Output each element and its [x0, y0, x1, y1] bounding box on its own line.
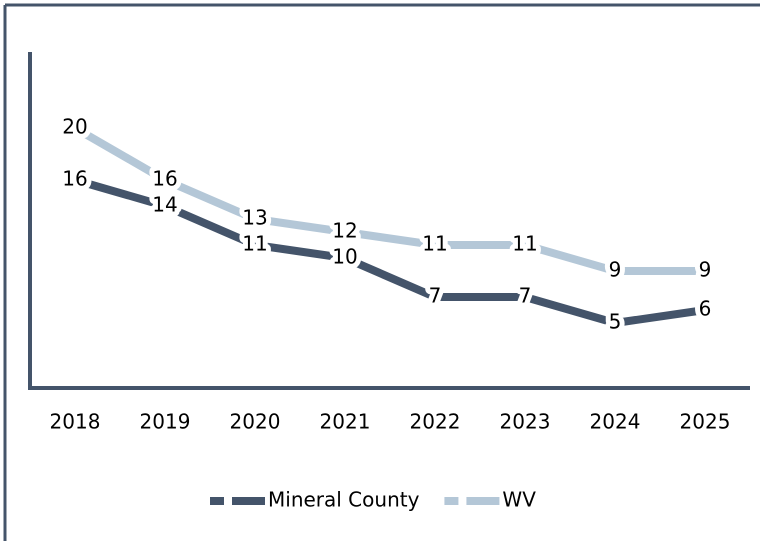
x-tick-label: 2019	[140, 410, 191, 434]
series-line	[72, 124, 705, 275]
x-tick-label: 2021	[320, 410, 371, 434]
data-label: 16	[152, 167, 177, 191]
x-tick-label: 2018	[50, 410, 101, 434]
data-label: 14	[152, 193, 177, 217]
x-tick-label: 2020	[230, 410, 281, 434]
x-tick-label: 2025	[680, 410, 731, 434]
data-label: 11	[512, 232, 537, 256]
series-line	[73, 176, 706, 328]
data-label: 9	[699, 258, 712, 282]
data-label: 7	[429, 284, 442, 308]
data-label: 11	[422, 232, 447, 256]
data-label: 10	[332, 245, 357, 269]
data-label: 12	[332, 219, 357, 243]
data-label: 5	[609, 310, 622, 334]
legend-label: WV	[502, 488, 536, 512]
data-label: 9	[609, 258, 622, 282]
data-label: 20	[62, 115, 87, 139]
data-label: 11	[242, 232, 267, 256]
x-tick-label: 2022	[410, 410, 461, 434]
data-label: 13	[242, 206, 267, 230]
data-label: 6	[699, 297, 712, 321]
x-tick-label: 2024	[590, 410, 641, 434]
data-label: 16	[62, 167, 87, 191]
data-label: 7	[519, 284, 532, 308]
x-tick-label: 2023	[500, 410, 551, 434]
legend-label: Mineral County	[268, 488, 420, 512]
